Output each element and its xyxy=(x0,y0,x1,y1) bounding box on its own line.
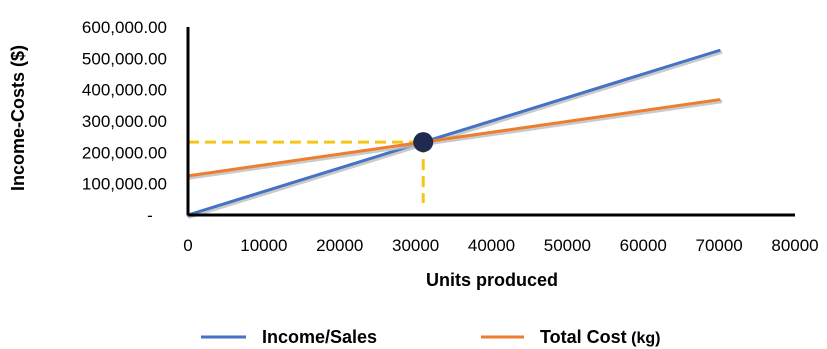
x-tick-label: 60000 xyxy=(620,236,667,255)
x-axis-ticks: 0 10000 20000 30000 40000 50000 60000 70000 8000… xyxy=(183,236,818,255)
y-axis-title: Income-Costs ($) xyxy=(8,45,28,191)
y-tick-label: 200,000.00 xyxy=(82,143,167,162)
x-axis-title: Units produced xyxy=(426,270,558,290)
series-lines xyxy=(186,49,723,219)
x-tick-label: 70000 xyxy=(695,236,742,255)
x-tick-label: 0 xyxy=(183,236,192,255)
y-axis-ticks: - 100,000.00 200,000.00 300,000.00 400,000.0… xyxy=(82,18,167,225)
break-even-marker xyxy=(413,132,434,153)
legend-label: Income/Sales xyxy=(262,327,377,347)
series-line-total-cost xyxy=(186,98,721,178)
x-tick-label: 30000 xyxy=(392,236,439,255)
legend: Income/Sales Total Cost (kg) xyxy=(201,327,660,347)
y-tick-label: - xyxy=(147,206,153,225)
series-shadow xyxy=(187,99,723,180)
series-line-income xyxy=(186,49,721,217)
y-tick-label: 100,000.00 xyxy=(82,175,167,194)
series-shadow xyxy=(187,50,723,219)
y-tick-label: 400,000.00 xyxy=(82,81,167,100)
y-tick-label: 500,000.00 xyxy=(82,49,167,68)
break-even-marker-group xyxy=(413,132,434,153)
x-tick-label: 20000 xyxy=(316,236,363,255)
break-even-guides xyxy=(188,140,425,203)
x-tick-label: 40000 xyxy=(468,236,515,255)
y-tick-label: 300,000.00 xyxy=(82,112,167,131)
x-tick-label: 50000 xyxy=(544,236,591,255)
x-tick-label: 10000 xyxy=(240,236,287,255)
x-tick-label: 80000 xyxy=(771,236,818,255)
y-tick-label: 600,000.00 xyxy=(82,18,167,37)
legend-label: Total Cost (kg) xyxy=(540,327,660,347)
